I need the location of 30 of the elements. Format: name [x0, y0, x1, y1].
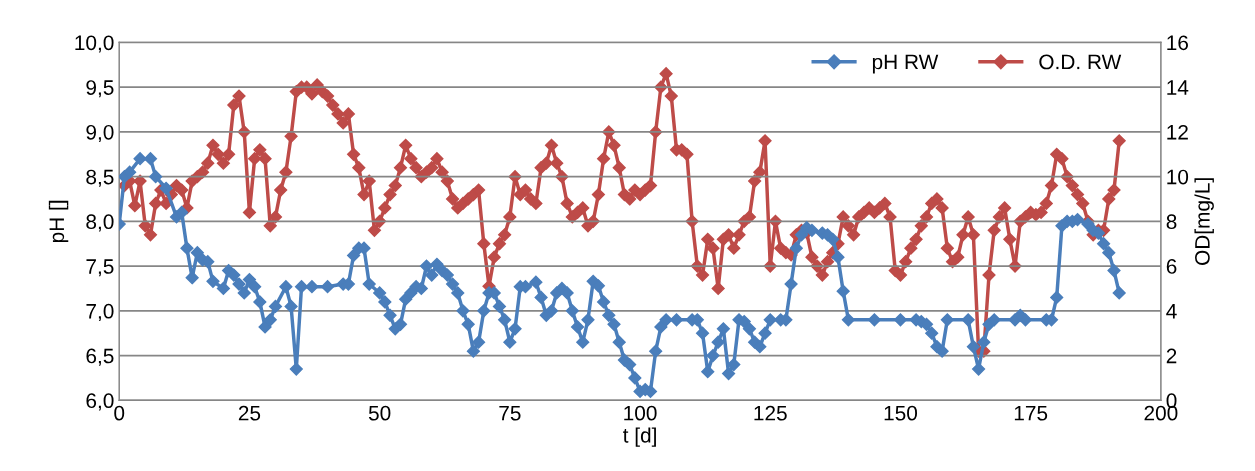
y2-axis-title: OD[mg/L]	[1194, 178, 1214, 265]
y-tick-label: 7,0	[86, 303, 114, 322]
y-tick-label: 8,5	[86, 169, 114, 187]
legend-label: O.D. RW	[1039, 54, 1122, 70]
y-tick-label: 9,5	[86, 80, 114, 98]
y-tick-label: 8,0	[86, 214, 114, 232]
x-tick-label: 50	[368, 405, 391, 421]
y2-tick-label: 2	[1166, 348, 1177, 364]
y-tick-label: 10,0	[75, 35, 114, 53]
x-tick-label: 75	[499, 405, 521, 421]
y2-tick-label: 6	[1166, 259, 1177, 274]
y-axis-title: pH []	[48, 200, 69, 243]
x-tick-label: 175	[1014, 405, 1048, 421]
y2-tick-label: 8	[1166, 214, 1177, 230]
y2-tick-label: 12	[1167, 124, 1188, 140]
x-tick-label: 25	[238, 405, 261, 421]
y-tick-label: 9,0	[86, 124, 114, 143]
y2-tick-label: 14	[1167, 80, 1189, 95]
x-tick-label: 150	[884, 405, 918, 421]
x-tick-label: 0	[114, 405, 125, 421]
y-tick-label: 6,0	[86, 393, 114, 411]
y2-tick-label: 4	[1166, 304, 1177, 319]
x-tick-label: 125	[754, 405, 787, 421]
y-tick-label: 6,5	[86, 348, 114, 366]
x-tick-label: 100	[624, 405, 657, 421]
y2-tick-label: 10	[1167, 169, 1189, 185]
y-tick-label: 7,5	[86, 259, 114, 277]
y2-tick-label: 16	[1167, 35, 1188, 51]
legend-label: pH RW	[872, 54, 939, 74]
x-axis-title: t [d]	[623, 427, 656, 447]
